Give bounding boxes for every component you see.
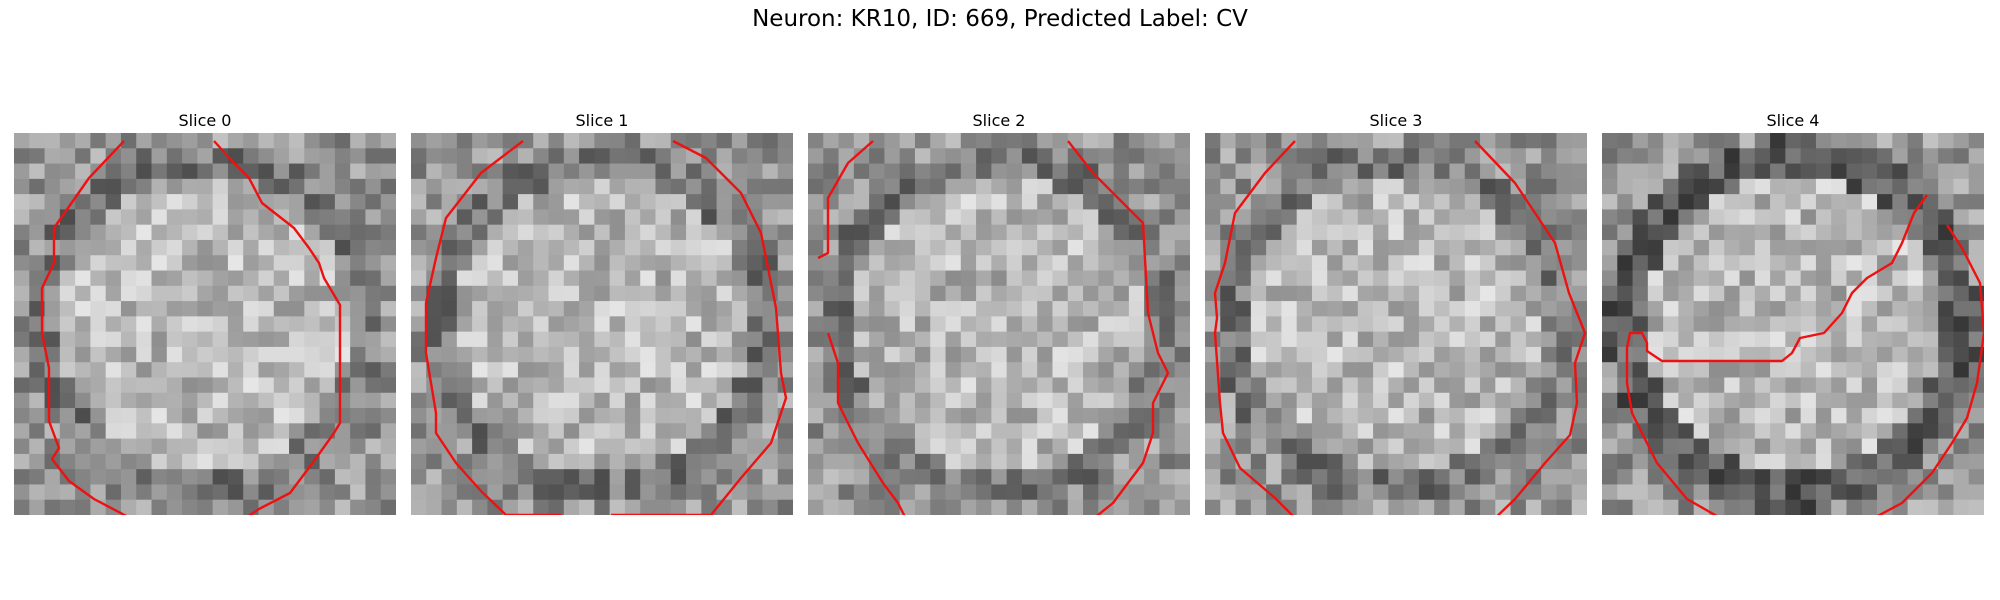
contour-line xyxy=(1474,140,1587,515)
contour-line xyxy=(817,140,874,260)
pixel-grid xyxy=(1205,133,1587,515)
contour-line xyxy=(1625,194,1928,515)
contour-line xyxy=(1067,140,1170,515)
slice-panel-3: Slice 3 xyxy=(1205,110,1587,515)
slice-0-title: Slice 0 xyxy=(178,111,232,130)
slice-3-image xyxy=(1205,133,1587,515)
slice-0-image xyxy=(14,133,396,515)
pixel-grid xyxy=(411,133,793,515)
pixel-grid xyxy=(1602,133,1984,515)
slice-3-title: Slice 3 xyxy=(1369,111,1423,130)
figure-title: Neuron: KR10, ID: 669, Predicted Label: … xyxy=(752,6,1248,32)
pixel-grid xyxy=(14,133,396,515)
slice-2-image xyxy=(808,133,1190,515)
slice-panel-4: Slice 4 xyxy=(1602,110,1984,515)
contour-line xyxy=(611,139,788,515)
slice-2-title: Slice 2 xyxy=(972,111,1026,130)
slice-1-title: Slice 1 xyxy=(575,111,629,130)
contour-line xyxy=(40,140,342,515)
contour-line xyxy=(1213,140,1296,515)
contour-line xyxy=(1876,224,1984,515)
slice-panel-2: Slice 2 xyxy=(808,110,1190,515)
slice-1-image xyxy=(411,133,793,515)
slice-4-title: Slice 4 xyxy=(1766,111,1820,130)
contour-line xyxy=(424,140,561,515)
slice-panel-1: Slice 1 xyxy=(411,110,793,515)
contour-line xyxy=(826,332,906,515)
pixel-grid xyxy=(808,133,1190,515)
slice-4-image xyxy=(1602,133,1984,515)
slice-panel-0: Slice 0 xyxy=(14,110,396,515)
